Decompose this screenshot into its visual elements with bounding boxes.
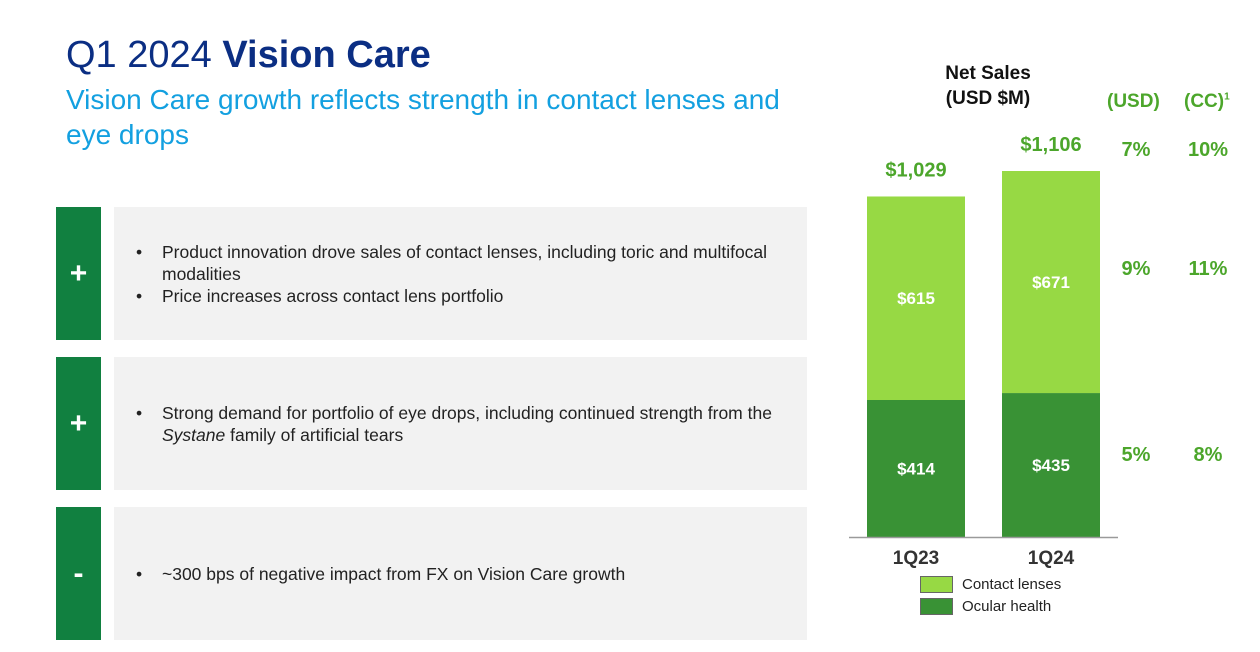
- data-label-ocular-health: $414: [897, 459, 935, 478]
- legend-swatch: [920, 597, 953, 615]
- bar-ocular-health-1q23: [867, 399, 965, 537]
- legend-label: Ocular health: [962, 597, 1052, 615]
- x-tick-label: 1Q24: [1028, 548, 1075, 569]
- driver-card-eye-drops: + • Strong demand for portfolio of eye dr…: [56, 357, 807, 490]
- data-label-contact-lenses: $671: [1032, 273, 1070, 292]
- positive-driver-sign: +: [56, 207, 101, 340]
- legend-label: Contact lenses: [962, 575, 1062, 593]
- bar-ocular-health-1q24: [1002, 393, 1100, 537]
- bullet-item: • Strong demand for portfolio of eye drop…: [136, 402, 807, 446]
- driver-card-fx: - • ~300 bps of negative impact from FX o…: [56, 507, 807, 640]
- chart-title: Net Sales (USD $M): [900, 61, 1076, 111]
- page-subtitle: Vision Care growth reflects strength in …: [66, 84, 780, 150]
- cc-growth-header: (CC)1: [1184, 91, 1230, 113]
- bar-contact-lenses-1q24: [1002, 171, 1100, 394]
- brand-name: Systane: [162, 424, 226, 445]
- total-cc-growth: 10%: [1187, 139, 1229, 161]
- legend-item-ocular-health: Ocular health: [920, 595, 1061, 617]
- data-label-ocular-health: $435: [1032, 456, 1070, 475]
- negative-driver-sign: -: [56, 507, 101, 640]
- ocular-health-cc-growth: 8%: [1193, 444, 1223, 466]
- total-label: $1,106: [1020, 134, 1081, 156]
- bullet-text: Product innovation drove sales of contac…: [162, 241, 768, 284]
- driver-card-contact-lenses: + • Product innovation drove sales of con…: [56, 207, 807, 340]
- bullet-item: • Product innovation drove sales of conta…: [136, 241, 807, 285]
- bar-contact-lenses-1q23: [867, 196, 965, 400]
- total-usd-growth: 7%: [1121, 139, 1151, 161]
- page-title: Q1 2024 Vision Care: [66, 34, 431, 77]
- bullet-text: Price increases across contact lens port…: [162, 285, 504, 306]
- footnote-marker: 1: [1224, 91, 1230, 103]
- positive-driver-sign: +: [56, 357, 101, 490]
- cc-header-label: (CC): [1184, 91, 1225, 112]
- data-label-contact-lenses: $615: [897, 289, 935, 308]
- bullet-dot: •: [136, 241, 143, 262]
- bullet-dot: •: [136, 285, 143, 306]
- driver-body: • Product innovation drove sales of conta…: [114, 207, 807, 340]
- bullet-item: • Price increases across contact lens por…: [136, 285, 807, 307]
- bullet-item: • ~300 bps of negative impact from FX on …: [136, 563, 807, 585]
- legend-swatch: [920, 575, 953, 593]
- bullet-text: Strong demand for portfolio of eye drops…: [162, 402, 807, 446]
- x-tick-label: 1Q23: [893, 548, 939, 569]
- bullet-text: ~300 bps of negative impact from FX on V…: [162, 563, 626, 584]
- bullet-dot: •: [136, 402, 143, 423]
- title-period: Q1 2024: [66, 34, 212, 76]
- usd-growth-header: (USD): [1107, 91, 1160, 112]
- contact-lenses-usd-growth: 9%: [1121, 258, 1151, 280]
- title-segment: Vision Care: [222, 34, 431, 76]
- ocular-health-usd-growth: 5%: [1121, 444, 1151, 466]
- legend-item-contact-lenses: Contact lenses: [920, 573, 1061, 595]
- bullet-dot: •: [136, 563, 143, 584]
- chart-title-line: Net Sales: [945, 63, 1031, 84]
- driver-body: • Strong demand for portfolio of eye drop…: [114, 357, 807, 490]
- driver-body: • ~300 bps of negative impact from FX on …: [114, 507, 807, 640]
- chart-title-line: (USD $M): [945, 88, 1031, 109]
- chart-legend: Contact lenses Ocular health: [920, 573, 1061, 617]
- contact-lenses-cc-growth: 11%: [1188, 258, 1228, 280]
- bullet-text-part: family of artificial tears: [225, 424, 404, 445]
- total-label: $1,029: [885, 159, 946, 181]
- bullet-text-part: Strong demand for portfolio of eye drops…: [162, 402, 772, 423]
